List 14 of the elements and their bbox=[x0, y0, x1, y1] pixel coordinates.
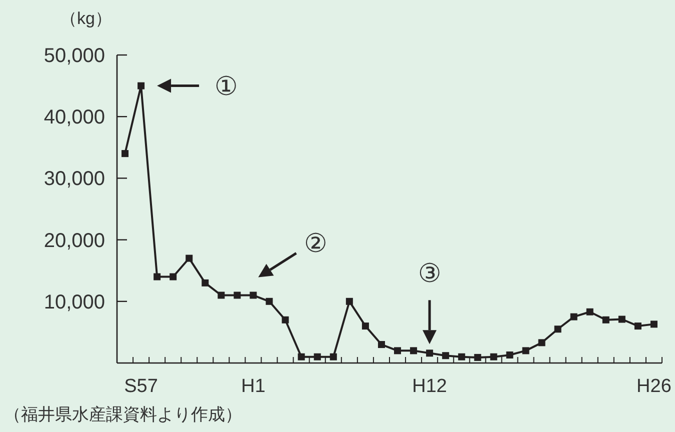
x-tick-label: H1 bbox=[241, 376, 266, 397]
y-tick-label: 20,000 bbox=[44, 230, 105, 252]
x-tick-label: H12 bbox=[412, 376, 448, 397]
y-tick-label: 40,000 bbox=[44, 106, 105, 129]
x-tick-label: S57 bbox=[124, 376, 158, 397]
y-tick-label: 10,000 bbox=[44, 291, 105, 314]
annotation: ② bbox=[304, 228, 327, 258]
annotation: ① bbox=[214, 70, 238, 101]
y-tick-label: 30,000 bbox=[44, 168, 105, 190]
annotation: ③ bbox=[418, 258, 442, 288]
y-tick-label: 50,000 bbox=[44, 45, 105, 67]
text: （福井県水産課資料より作成） bbox=[4, 405, 242, 424]
x-tick-label: H26 bbox=[636, 376, 672, 397]
y-axis-title: （kg） bbox=[60, 9, 112, 28]
